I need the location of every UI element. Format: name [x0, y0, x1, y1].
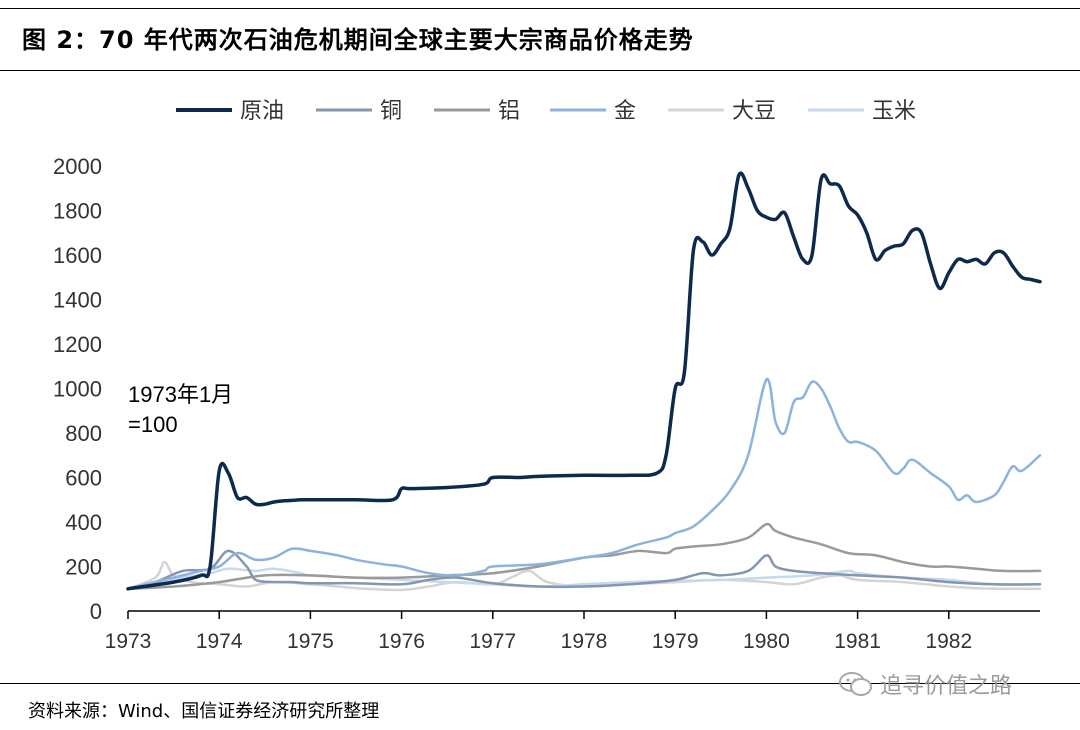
series-line-1: [126, 549, 1042, 591]
y-tick-label: 600: [65, 466, 102, 491]
title-bar: 图 2：70 年代两次石油危机期间全球主要大宗商品价格走势: [0, 0, 1080, 70]
title-rule-left: [0, 70, 1080, 71]
y-tick-label: 0: [90, 599, 102, 624]
legend-label-4: 大豆: [732, 98, 776, 123]
x-tick-label: 1982: [925, 630, 972, 653]
legend-label-3: 金: [614, 98, 636, 123]
y-tick-label: 1800: [53, 199, 102, 224]
x-tick-label: 1974: [196, 630, 243, 653]
series-line-2: [126, 522, 1042, 591]
legend-label-1: 铜: [380, 98, 402, 123]
x-tick-label: 1977: [469, 630, 516, 653]
x-tick-label: 1973: [105, 630, 152, 653]
wechat-icon: [839, 672, 872, 696]
base-annotation: 1973年1月: [128, 382, 233, 407]
y-tick-label: 200: [65, 555, 102, 580]
x-tick-label: 1981: [834, 630, 881, 653]
legend-label-0: 原油: [240, 98, 284, 123]
bottom-rule: [0, 683, 1080, 684]
y-tick-label: 1000: [53, 377, 102, 402]
top-rule: [0, 8, 1080, 9]
legend-label-2: 铝: [498, 98, 520, 123]
base-annotation: =100: [128, 412, 178, 437]
series-line-0: [126, 171, 1042, 591]
y-tick-label: 1600: [53, 243, 102, 268]
y-tick-label: 400: [65, 510, 102, 535]
x-tick-label: 1976: [378, 630, 425, 653]
x-tick-label: 1980: [743, 630, 790, 653]
legend-label-5: 玉米: [872, 98, 916, 123]
x-tick-label: 1978: [561, 630, 608, 653]
y-tick-label: 2000: [53, 154, 102, 179]
price-chart: 0 200 400 600 800 1000 1200 1400 1600 1800 2000 197…: [53, 98, 1042, 653]
y-tick-label: 800: [65, 421, 102, 446]
source-note: 资料来源：Wind、国信证券经济研究所整理: [28, 701, 380, 722]
x-tick-label: 1975: [287, 630, 334, 653]
y-tick-label: 1400: [53, 288, 102, 313]
figure-title: 图 2：70 年代两次石油危机期间全球主要大宗商品价格走势: [22, 26, 694, 54]
watermark-text: 追寻价值之路: [880, 674, 1013, 699]
watermark: 追寻价值之路: [838, 668, 1012, 700]
y-tick-label: 1200: [53, 332, 102, 357]
series-line-3: [126, 378, 1042, 591]
x-tick-label: 1979: [652, 630, 699, 653]
